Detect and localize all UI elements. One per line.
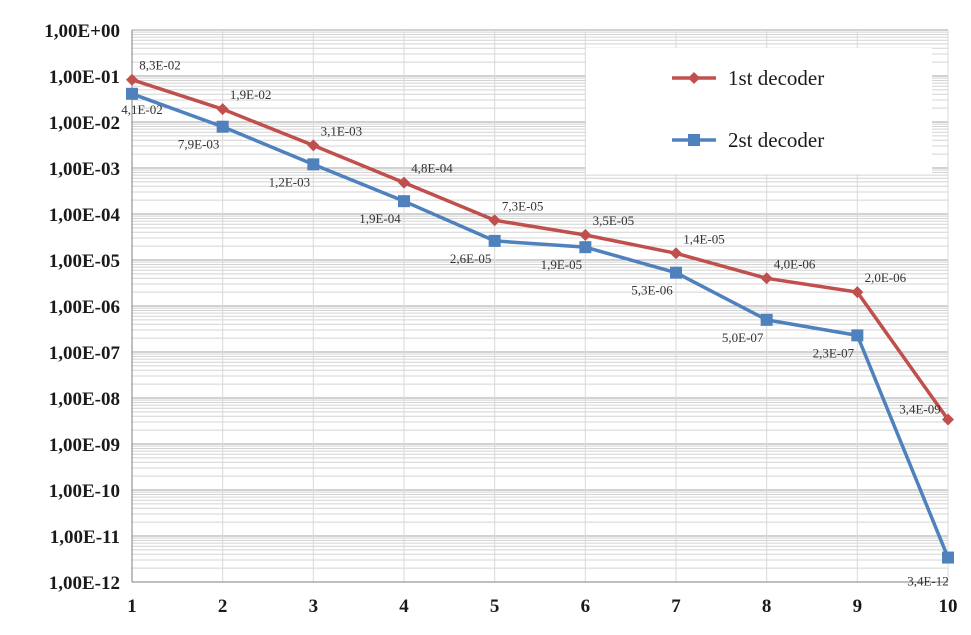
data-label-2st-decoder: 4,1E-02 (121, 102, 163, 117)
x-tick-label: 4 (399, 596, 409, 617)
data-label-2st-decoder: 2,6E-05 (450, 251, 492, 266)
data-point-1st-decoder (126, 73, 138, 86)
data-label-2st-decoder: 5,3E-06 (631, 283, 673, 298)
data-point-1st-decoder (760, 272, 773, 285)
x-tick-label: 6 (581, 596, 591, 617)
data-point-2st-decoder (670, 266, 682, 279)
y-tick-label: 1,00E-08 (49, 389, 120, 410)
legend-label-1st-decoder: 1st decoder (728, 66, 824, 90)
data-point-1st-decoder (670, 247, 682, 260)
data-point-1st-decoder (942, 413, 954, 426)
data-point-1st-decoder (216, 103, 229, 116)
y-tick-label: 1,00E-09 (49, 435, 120, 456)
data-label-2st-decoder: 7,9E-03 (178, 137, 220, 152)
x-tick-label: 8 (762, 596, 772, 617)
data-label-1st-decoder: 8,3E-02 (139, 58, 181, 73)
x-tick-label: 10 (939, 596, 958, 617)
y-tick-label: 1,00E-12 (49, 573, 120, 594)
data-point-2st-decoder (216, 120, 229, 133)
data-point-1st-decoder (307, 139, 320, 152)
legend-marker-2st-decoder (688, 134, 700, 146)
legend-marker-1st-decoder (688, 72, 700, 84)
data-label-1st-decoder: 1,9E-02 (230, 87, 272, 102)
x-tick-label: 2 (218, 596, 228, 617)
data-label-2st-decoder: 3,4E-12 (907, 574, 949, 589)
data-point-2st-decoder (851, 329, 864, 342)
x-tick-label: 9 (853, 596, 863, 617)
data-label-1st-decoder: 7,3E-05 (502, 198, 544, 213)
data-label-1st-decoder: 3,1E-03 (321, 123, 363, 138)
y-tick-label: 1,00E-01 (49, 67, 120, 88)
data-point-2st-decoder (579, 241, 592, 254)
x-tick-label: 5 (490, 596, 500, 617)
x-tick-label: 3 (309, 596, 319, 617)
data-label-2st-decoder: 1,9E-05 (541, 257, 583, 272)
data-point-2st-decoder (942, 551, 954, 564)
data-label-2st-decoder: 1,2E-03 (269, 174, 311, 189)
axes (131, 30, 948, 583)
data-label-1st-decoder: 1,4E-05 (683, 231, 725, 246)
data-point-1st-decoder (851, 286, 864, 299)
data-label-2st-decoder: 2,3E-07 (813, 345, 855, 360)
data-label-1st-decoder: 2,0E-06 (865, 270, 907, 285)
x-axis-tick-labels: 1 2 3 4 5 6 7 8 9 10 (127, 596, 957, 617)
data-label-1st-decoder: 4,0E-06 (774, 256, 816, 271)
y-tick-label: 1,00E-10 (49, 481, 120, 502)
y-tick-label: 1,00E-06 (49, 297, 120, 318)
data-label-1st-decoder: 3,5E-05 (593, 213, 635, 228)
y-tick-label: 1,00E+00 (44, 21, 120, 42)
data-label-1st-decoder: 4,8E-04 (411, 161, 453, 176)
data-labels: 8,3E-02 1,9E-02 3,1E-03 4,8E-04 7,3E-05 3,5E-… (121, 58, 949, 589)
y-tick-label: 1,00E-04 (49, 205, 121, 226)
y-tick-label: 1,00E-05 (49, 251, 120, 272)
data-point-2st-decoder (488, 234, 501, 247)
y-tick-label: 1,00E-11 (50, 527, 120, 548)
data-point-2st-decoder (126, 87, 138, 100)
data-point-2st-decoder (760, 313, 773, 326)
data-label-1st-decoder: 3,4E-09 (899, 402, 941, 417)
y-tick-label: 1,00E-02 (49, 113, 120, 134)
data-point-2st-decoder (398, 195, 410, 208)
data-point-2st-decoder (307, 158, 320, 171)
legend-label-2st-decoder: 2st decoder (728, 128, 824, 152)
data-label-2st-decoder: 1,9E-04 (359, 211, 401, 226)
legend-box (586, 48, 932, 174)
series-line-1st-decoder (131, 78, 950, 421)
y-axis-tick-labels: 1,00E+00 1,00E-01 1,00E-02 1,00E-03 1,00E-04… (44, 21, 120, 594)
data-point-1st-decoder (488, 214, 501, 227)
y-tick-label: 1,00E-03 (49, 159, 120, 180)
x-tick-label: 1 (127, 596, 137, 617)
series-line-2st-decoder (131, 92, 950, 559)
series-group (126, 73, 954, 564)
x-tick-label: 7 (671, 596, 681, 617)
data-label-2st-decoder: 5,0E-07 (722, 330, 764, 345)
data-point-1st-decoder (579, 228, 592, 241)
data-point-1st-decoder (398, 176, 410, 189)
y-tick-label: 1,00E-07 (49, 343, 121, 364)
legend: 1st decoder 2st decoder (586, 48, 932, 174)
